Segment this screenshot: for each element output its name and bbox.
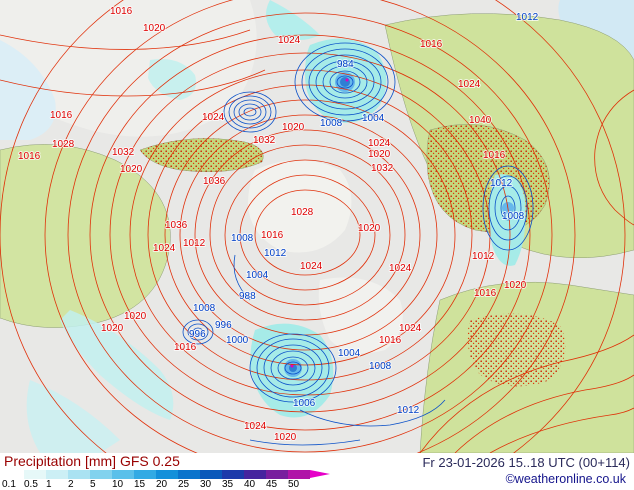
model-label: GFS 0.25 xyxy=(119,453,180,469)
pressure-label: 1032 xyxy=(253,135,276,146)
pressure-label: 1020 xyxy=(143,23,166,34)
scale-label: 30 xyxy=(200,479,212,490)
pressure-label: 1016 xyxy=(474,288,497,299)
scale-segment xyxy=(90,470,112,479)
pressure-label: 1016 xyxy=(379,335,402,346)
pressure-label: 1016 xyxy=(420,39,443,50)
forecast-datetime: Fr 23-01-2026 15..18 UTC (00+114) xyxy=(422,455,630,470)
precip-color-bar xyxy=(2,470,330,479)
scale-segment xyxy=(2,470,24,479)
unit-label: [mm] xyxy=(84,453,117,469)
pressure-label: 1016 xyxy=(483,150,506,161)
pressure-label: 984 xyxy=(337,59,354,70)
pressure-label: 1004 xyxy=(362,113,385,124)
pressure-label: 1032 xyxy=(371,163,394,174)
pressure-label: 1020 xyxy=(358,223,381,234)
pressure-label: 1028 xyxy=(291,207,314,218)
scale-label: 15 xyxy=(134,479,146,490)
pressure-label: 1006 xyxy=(293,398,316,409)
pressure-label: 1016 xyxy=(110,6,133,17)
scale-label: 40 xyxy=(244,479,256,490)
scale-segment xyxy=(288,470,310,479)
scale-label: 35 xyxy=(222,479,234,490)
pressure-label: 1004 xyxy=(338,348,361,359)
parameter-label: Precipitation xyxy=(4,453,82,469)
pressure-label: 1020 xyxy=(504,280,527,291)
scale-segment xyxy=(112,470,134,479)
pressure-label: 1020 xyxy=(124,311,147,322)
scale-label: 5 xyxy=(90,479,96,490)
isobars-blue xyxy=(182,42,534,446)
scale-label: 20 xyxy=(156,479,168,490)
pressure-label: 996 xyxy=(215,320,232,331)
scale-segment xyxy=(156,470,178,479)
scale-arrow-tip xyxy=(310,470,330,478)
scale-label: 1 xyxy=(46,479,52,490)
scale-labels: 0.1 0.5 1 2 5 10 15 20 25 30 35 40 45 50 xyxy=(2,479,342,490)
pressure-label: 1020 xyxy=(282,122,305,133)
pressure-label: 1012 xyxy=(183,238,206,249)
pressure-label: 1012 xyxy=(397,405,420,416)
pressure-label: 1032 xyxy=(112,147,135,158)
pressure-label: 1004 xyxy=(246,270,269,281)
weather-map: 1016 1020 1024 1012 1016 984 1024 1004 1008 1016 1… xyxy=(0,0,634,453)
pressure-label: 1008 xyxy=(320,118,343,129)
pressure-label: 1024 xyxy=(278,35,301,46)
scale-label: 45 xyxy=(266,479,278,490)
pressure-label: 1024 xyxy=(153,243,176,254)
pressure-label: 1016 xyxy=(50,110,73,121)
map-title: Precipitation [mm] GFS 0.25 xyxy=(4,453,180,469)
isobars-red xyxy=(0,0,634,453)
scale-segment xyxy=(222,470,244,479)
pressure-label: 1008 xyxy=(231,233,254,244)
scale-segment xyxy=(244,470,266,479)
pressure-label: 1008 xyxy=(193,303,216,314)
pressure-label: 1008 xyxy=(369,361,392,372)
pressure-label: 1040 xyxy=(469,115,492,126)
scale-segment xyxy=(200,470,222,479)
pressure-label: 1036 xyxy=(203,176,226,187)
pressure-label: 1024 xyxy=(244,421,267,432)
pressure-label: 1024 xyxy=(300,261,323,272)
pressure-label: 1000 xyxy=(226,335,249,346)
pressure-label: 1016 xyxy=(174,342,197,353)
pressure-label: 1020 xyxy=(101,323,124,334)
pressure-label: 1016 xyxy=(261,230,284,241)
pressure-label: 1024 xyxy=(389,263,412,274)
scale-segment xyxy=(24,470,46,479)
pressure-label: 1024 xyxy=(202,112,225,123)
scale-segment xyxy=(178,470,200,479)
legend-bar: Precipitation [mm] GFS 0.25 Fr 23-01-202… xyxy=(0,453,634,490)
scale-label: 2 xyxy=(68,479,74,490)
scale-label: 25 xyxy=(178,479,190,490)
scale-segment xyxy=(68,470,90,479)
pressure-label: 1028 xyxy=(52,139,75,150)
pressure-label: 1012 xyxy=(264,248,287,259)
pressure-label: 1012 xyxy=(516,12,539,23)
scale-label: 0.5 xyxy=(24,479,38,490)
scale-segment xyxy=(266,470,288,479)
pressure-label: 1024 xyxy=(368,138,391,149)
scale-label: 0.1 xyxy=(2,479,16,490)
pressure-label: 1024 xyxy=(458,79,481,90)
pressure-label: 1016 xyxy=(18,151,41,162)
copyright-link[interactable]: ©weatheronline.co.uk xyxy=(505,472,626,486)
pressure-label: 1008 xyxy=(502,211,525,222)
pressure-label: 1012 xyxy=(472,251,495,262)
pressure-label: 988 xyxy=(239,291,256,302)
pressure-label: 1024 xyxy=(399,323,422,334)
pressure-label: 1036 xyxy=(165,220,188,231)
pressure-label: 1020 xyxy=(274,432,297,443)
pressure-label: 1020 xyxy=(368,149,391,160)
scale-segment xyxy=(134,470,156,479)
pressure-label: 996 xyxy=(189,329,206,340)
pressure-label: 1012 xyxy=(490,178,513,189)
scale-segment xyxy=(46,470,68,479)
scale-label: 10 xyxy=(112,479,124,490)
scale-label: 50 xyxy=(288,479,300,490)
pressure-label: 1020 xyxy=(120,164,143,175)
